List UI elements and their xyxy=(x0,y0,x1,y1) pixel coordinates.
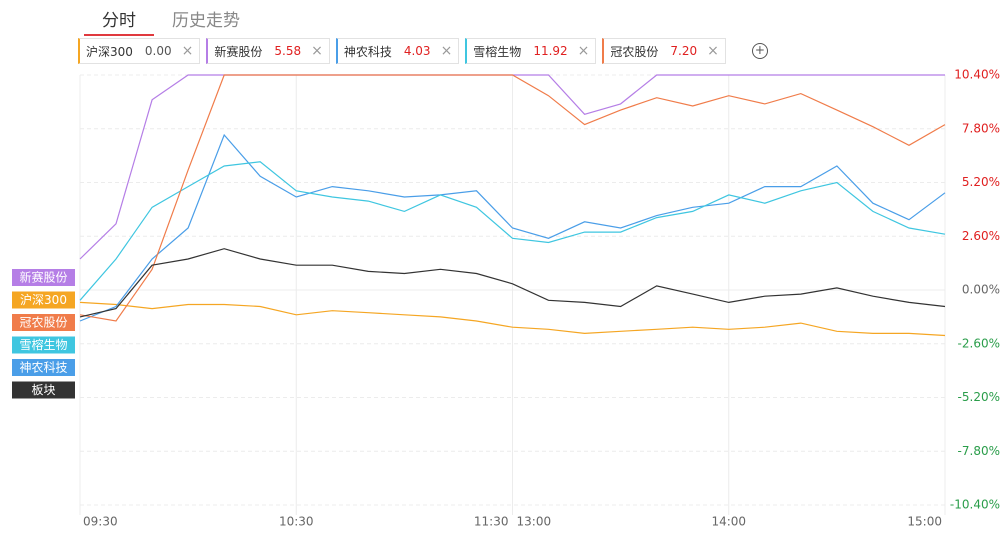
side-badge-label: 冠农股份 xyxy=(19,316,67,330)
legend-label: 雪榕生物 xyxy=(473,44,522,59)
legend-value: 0.00 xyxy=(144,44,172,58)
x-tick-label: 09:30 xyxy=(83,515,118,529)
legend-item[interactable]: 雪榕生物 11.92 × xyxy=(465,38,597,64)
tab[interactable]: 分时 xyxy=(84,0,154,36)
x-tick-label: 15:00 xyxy=(907,515,942,529)
side-badge xyxy=(12,269,75,286)
x-tick-label: 14:00 xyxy=(711,515,746,529)
y-tick-label: 0.00% xyxy=(962,283,1000,297)
y-tick-label: 10.40% xyxy=(954,68,1000,82)
series-line xyxy=(79,301,946,337)
side-badge-label: 沪深300 xyxy=(20,293,67,307)
close-icon[interactable]: × xyxy=(440,43,453,59)
close-icon[interactable]: × xyxy=(577,43,590,59)
legend-label: 冠农股份 xyxy=(610,44,659,59)
legend-item[interactable]: 沪深300 0.00 × xyxy=(78,38,201,64)
x-tick-label: 11:30 xyxy=(474,515,509,529)
side-badge xyxy=(12,381,75,399)
y-tick-label: 5.20% xyxy=(962,175,1000,189)
add-button[interactable]: + xyxy=(751,43,768,59)
tabs: 分时 历史走势 xyxy=(84,0,258,36)
series-line xyxy=(79,248,946,318)
side-badge-label: 新赛股份 xyxy=(19,270,67,285)
tab[interactable]: 历史走势 xyxy=(172,11,240,31)
side-badge xyxy=(12,314,75,331)
x-tick-label: 10:30 xyxy=(279,515,314,529)
legend-item[interactable]: 神农科技 4.03 × xyxy=(335,38,460,64)
side-badge xyxy=(12,336,75,354)
side-badge xyxy=(12,359,75,376)
series-line xyxy=(79,161,946,301)
y-tick-label: -5.20% xyxy=(958,390,1000,404)
series-line xyxy=(79,133,946,322)
legend-item[interactable]: 新赛股份 5.58 × xyxy=(206,38,330,64)
legend-value: 5.58 xyxy=(274,44,302,58)
close-icon[interactable]: × xyxy=(181,43,194,59)
close-icon[interactable]: × xyxy=(707,43,719,59)
series-line xyxy=(79,74,946,322)
legend-label: 新赛股份 xyxy=(214,44,263,59)
legend-item[interactable]: 冠农股份 7.20 × xyxy=(602,38,726,64)
legend-label: 沪深300 xyxy=(86,44,133,59)
y-tick-label: -10.40% xyxy=(950,498,1000,512)
y-tick-label: -2.60% xyxy=(958,336,1000,350)
side-badge-label: 板块 xyxy=(31,383,55,397)
legend-value: 4.03 xyxy=(403,44,431,58)
y-tick-label: 7.80% xyxy=(962,121,1000,135)
legend-label: 神农科技 xyxy=(343,44,392,59)
legend-value: 7.20 xyxy=(670,44,698,58)
legend-value: 11.92 xyxy=(533,44,568,58)
side-badge-label: 雪榕生物 xyxy=(19,337,67,352)
side-badge xyxy=(12,291,75,309)
y-tick-label: 2.60% xyxy=(962,229,1000,243)
y-tick-label: -7.80% xyxy=(958,444,1000,458)
x-tick-label: 13:00 xyxy=(517,515,552,529)
side-badge-label: 神农科技 xyxy=(19,361,67,375)
legend: 沪深300 0.00 × 新赛股份 5.58 × 神农科技 4.03 × 雪榕生物 11.92 × 冠农… xyxy=(78,38,768,64)
close-icon[interactable]: × xyxy=(311,43,323,59)
